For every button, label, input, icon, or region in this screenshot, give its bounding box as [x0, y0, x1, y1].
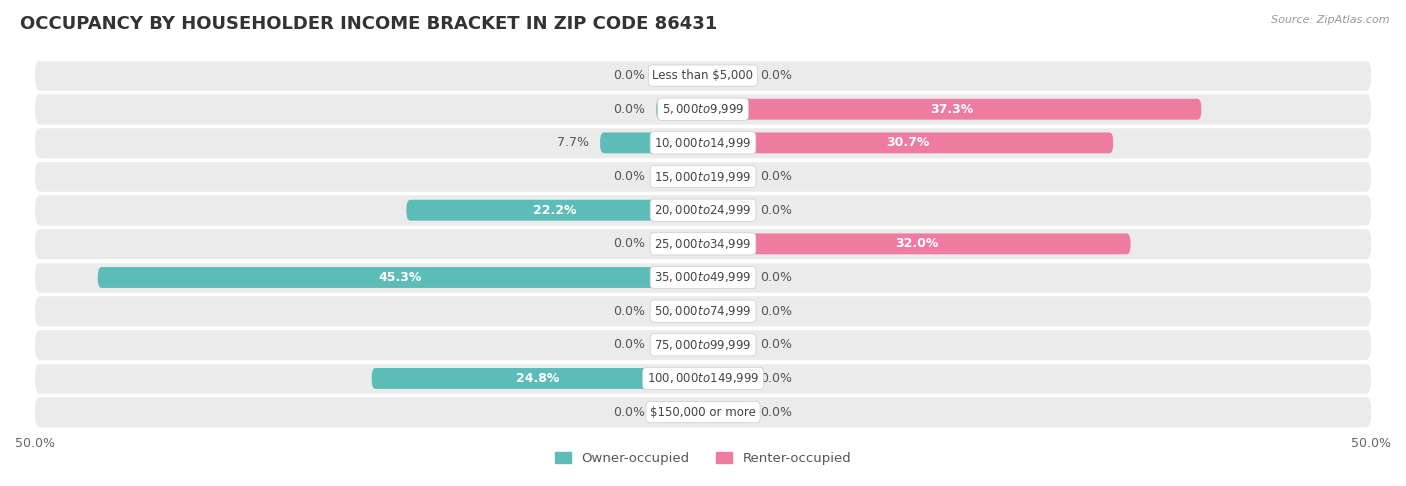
FancyBboxPatch shape — [657, 99, 703, 120]
Text: $75,000 to $99,999: $75,000 to $99,999 — [654, 338, 752, 352]
Text: 0.0%: 0.0% — [761, 69, 793, 82]
FancyBboxPatch shape — [703, 368, 749, 389]
FancyBboxPatch shape — [35, 161, 1371, 192]
FancyBboxPatch shape — [703, 99, 1201, 120]
Text: OCCUPANCY BY HOUSEHOLDER INCOME BRACKET IN ZIP CODE 86431: OCCUPANCY BY HOUSEHOLDER INCOME BRACKET … — [20, 15, 717, 33]
Text: 32.0%: 32.0% — [896, 237, 938, 250]
Text: 24.8%: 24.8% — [516, 372, 560, 385]
Text: 0.0%: 0.0% — [613, 170, 645, 183]
Text: 0.0%: 0.0% — [761, 338, 793, 351]
FancyBboxPatch shape — [703, 166, 749, 187]
Text: $10,000 to $14,999: $10,000 to $14,999 — [654, 136, 752, 150]
FancyBboxPatch shape — [35, 60, 1371, 91]
FancyBboxPatch shape — [35, 397, 1371, 428]
Text: 0.0%: 0.0% — [761, 271, 793, 284]
FancyBboxPatch shape — [35, 363, 1371, 394]
FancyBboxPatch shape — [35, 94, 1371, 125]
Text: 0.0%: 0.0% — [613, 305, 645, 318]
FancyBboxPatch shape — [703, 402, 749, 422]
Text: 0.0%: 0.0% — [761, 406, 793, 418]
FancyBboxPatch shape — [703, 233, 1130, 254]
Text: 0.0%: 0.0% — [613, 237, 645, 250]
FancyBboxPatch shape — [703, 267, 749, 288]
Text: $15,000 to $19,999: $15,000 to $19,999 — [654, 170, 752, 184]
FancyBboxPatch shape — [657, 65, 703, 86]
Text: 0.0%: 0.0% — [761, 305, 793, 318]
FancyBboxPatch shape — [657, 334, 703, 355]
FancyBboxPatch shape — [35, 295, 1371, 327]
FancyBboxPatch shape — [98, 267, 703, 288]
FancyBboxPatch shape — [406, 200, 703, 221]
FancyBboxPatch shape — [703, 301, 749, 322]
Text: $50,000 to $74,999: $50,000 to $74,999 — [654, 304, 752, 318]
Text: 0.0%: 0.0% — [613, 338, 645, 351]
FancyBboxPatch shape — [600, 133, 703, 153]
Text: 0.0%: 0.0% — [761, 170, 793, 183]
Text: 45.3%: 45.3% — [378, 271, 422, 284]
Text: $5,000 to $9,999: $5,000 to $9,999 — [662, 102, 744, 116]
FancyBboxPatch shape — [703, 200, 749, 221]
Text: $35,000 to $49,999: $35,000 to $49,999 — [654, 271, 752, 284]
FancyBboxPatch shape — [35, 262, 1371, 293]
Text: Source: ZipAtlas.com: Source: ZipAtlas.com — [1271, 15, 1389, 25]
FancyBboxPatch shape — [703, 133, 1114, 153]
Text: $150,000 or more: $150,000 or more — [650, 406, 756, 418]
FancyBboxPatch shape — [657, 233, 703, 254]
Text: 0.0%: 0.0% — [613, 69, 645, 82]
FancyBboxPatch shape — [35, 228, 1371, 260]
Text: $25,000 to $34,999: $25,000 to $34,999 — [654, 237, 752, 251]
Text: 30.7%: 30.7% — [886, 137, 929, 149]
FancyBboxPatch shape — [35, 330, 1371, 360]
Text: Less than $5,000: Less than $5,000 — [652, 69, 754, 82]
Text: 7.7%: 7.7% — [557, 137, 589, 149]
FancyBboxPatch shape — [35, 195, 1371, 226]
FancyBboxPatch shape — [35, 127, 1371, 158]
Text: 0.0%: 0.0% — [761, 204, 793, 217]
Text: 0.0%: 0.0% — [761, 372, 793, 385]
FancyBboxPatch shape — [371, 368, 703, 389]
Text: 37.3%: 37.3% — [931, 103, 974, 116]
FancyBboxPatch shape — [657, 402, 703, 422]
FancyBboxPatch shape — [657, 301, 703, 322]
Text: $20,000 to $24,999: $20,000 to $24,999 — [654, 203, 752, 217]
FancyBboxPatch shape — [657, 166, 703, 187]
Text: $100,000 to $149,999: $100,000 to $149,999 — [647, 371, 759, 385]
Legend: Owner-occupied, Renter-occupied: Owner-occupied, Renter-occupied — [550, 447, 856, 470]
Text: 0.0%: 0.0% — [613, 406, 645, 418]
Text: 22.2%: 22.2% — [533, 204, 576, 217]
FancyBboxPatch shape — [703, 334, 749, 355]
Text: 0.0%: 0.0% — [613, 103, 645, 116]
FancyBboxPatch shape — [703, 65, 749, 86]
